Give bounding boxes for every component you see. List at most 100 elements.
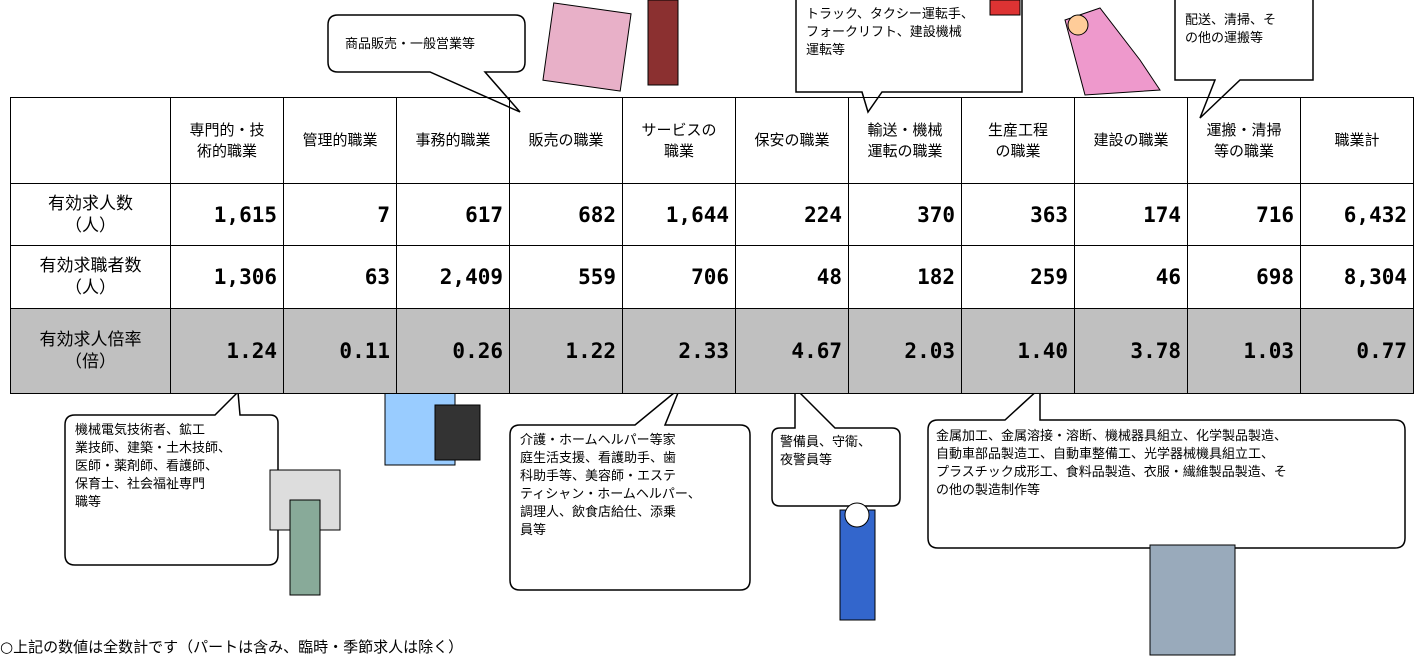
text-line: 事務的職業 xyxy=(403,130,503,151)
value-cell: 224 xyxy=(736,184,849,246)
value-cell: 370 xyxy=(849,184,962,246)
text-line: （倍） xyxy=(17,351,164,373)
text-line: （人） xyxy=(17,277,164,299)
value-cell: 1.40 xyxy=(962,309,1075,394)
callout: 介護・ホームヘルパー等家庭生活支援、看護助手、歯科助手等、美容師・エステティシャ… xyxy=(520,432,701,540)
value-cell: 0.26 xyxy=(397,309,510,394)
text-line: の職業 xyxy=(968,141,1068,162)
footnote: ○上記の数値は全数計です（パートは含み、臨時・季節求人は除く） xyxy=(0,636,463,657)
value-cell: 1.03 xyxy=(1188,309,1301,394)
header-cell: サービスの職業 xyxy=(623,98,736,184)
value-cell: 1.22 xyxy=(510,309,623,394)
value-cell: 617 xyxy=(397,184,510,246)
value-cell: 363 xyxy=(962,184,1075,246)
callout: トラック、タクシー運転手、フォークリフト、建設機械運転等 xyxy=(806,6,974,60)
value-cell: 8,304 xyxy=(1301,246,1414,309)
text-line: 有効求人倍率 xyxy=(17,329,164,351)
value-cell: 2.33 xyxy=(623,309,736,394)
text-line: の他の運搬等 xyxy=(1185,30,1276,48)
header-cell: 保安の職業 xyxy=(736,98,849,184)
page: 専門的・技術的職業管理的職業事務的職業販売の職業サービスの職業保安の職業輸送・機… xyxy=(0,0,1423,657)
text-line: 警備員、守衛、 xyxy=(780,434,871,452)
header-row: 専門的・技術的職業管理的職業事務的職業販売の職業サービスの職業保安の職業輸送・機… xyxy=(11,98,1414,184)
value-cell: 259 xyxy=(962,246,1075,309)
text-line: 配送、清掃、そ xyxy=(1185,12,1276,30)
text-line: 専門的・技 xyxy=(177,120,277,141)
value-cell: 2,409 xyxy=(397,246,510,309)
text-line: 調理人、飲食店給仕、添乗 xyxy=(520,504,701,522)
text-line: 等の職業 xyxy=(1194,141,1294,162)
value-cell: 4.67 xyxy=(736,309,849,394)
table: 専門的・技術的職業管理的職業事務的職業販売の職業サービスの職業保安の職業輸送・機… xyxy=(10,97,1414,394)
text-line: 建設の職業 xyxy=(1081,130,1181,151)
text-line: の他の製造制作等 xyxy=(936,482,1287,500)
text-line: 有効求人数 xyxy=(17,193,164,215)
text-line: 運転の職業 xyxy=(855,141,955,162)
text-line: 職等 xyxy=(75,494,231,512)
text-line: 保育士、社会福祉専門 xyxy=(75,476,231,494)
value-cell: 0.77 xyxy=(1301,309,1414,394)
text-line: 介護・ホームヘルパー等家 xyxy=(520,432,701,450)
value-cell: 0.11 xyxy=(284,309,397,394)
text-line: 保安の職業 xyxy=(742,130,842,151)
value-cell: 1,306 xyxy=(171,246,284,309)
text-line: 有効求職者数 xyxy=(17,255,164,277)
text-line: 金属加工、金属溶接・溶断、機械器具組立、化学製品製造、 xyxy=(936,428,1287,446)
value-cell: 706 xyxy=(623,246,736,309)
text-line: 職業計 xyxy=(1307,130,1407,151)
value-cell: 559 xyxy=(510,246,623,309)
header-cell: 運搬・清掃等の職業 xyxy=(1188,98,1301,184)
value-cell: 48 xyxy=(736,246,849,309)
header-cell: 輸送・機械運転の職業 xyxy=(849,98,962,184)
header-cell: 生産工程の職業 xyxy=(962,98,1075,184)
text-line: 販売の職業 xyxy=(516,130,616,151)
text-line: 機械電気技術者、鉱工 xyxy=(75,422,231,440)
text-line: 運搬・清掃 xyxy=(1194,120,1294,141)
header-cell: 専門的・技術的職業 xyxy=(171,98,284,184)
text-line: （人） xyxy=(17,215,164,237)
text-line: フォークリフト、建設機械 xyxy=(806,24,974,42)
text-line: ティシャン・ホームヘルパー、 xyxy=(520,486,701,504)
text-line: 夜警員等 xyxy=(780,452,871,470)
value-cell: 2.03 xyxy=(849,309,962,394)
header-cell xyxy=(11,98,171,184)
text-line: 商品販売・一般営業等 xyxy=(345,36,475,54)
text-line: 自動車部品製造工、自動車整備工、光学器械機具組立工、 xyxy=(936,446,1287,464)
text-line: 生産工程 xyxy=(968,120,1068,141)
text-line: 輸送・機械 xyxy=(855,120,955,141)
value-cell: 1.24 xyxy=(171,309,284,394)
row-label: 有効求職者数（人） xyxy=(11,246,171,309)
callout: 警備員、守衛、夜警員等 xyxy=(780,434,871,470)
value-cell: 6,432 xyxy=(1301,184,1414,246)
text-line: トラック、タクシー運転手、 xyxy=(806,6,974,24)
value-cell: 46 xyxy=(1075,246,1188,309)
callout: 商品販売・一般営業等 xyxy=(345,36,475,54)
value-cell: 63 xyxy=(284,246,397,309)
value-cell: 174 xyxy=(1075,184,1188,246)
text-line: 術的職業 xyxy=(177,141,277,162)
text-line: 医師・薬剤師、看護師、 xyxy=(75,458,231,476)
value-cell: 1,644 xyxy=(623,184,736,246)
text-line: 科助手等、美容師・エステ xyxy=(520,468,701,486)
text-line: 業技師、建築・土木技師、 xyxy=(75,440,231,458)
header-cell: 管理的職業 xyxy=(284,98,397,184)
text-line: 管理的職業 xyxy=(290,130,390,151)
text-line: 運転等 xyxy=(806,42,974,60)
header-cell: 建設の職業 xyxy=(1075,98,1188,184)
callout: 配送、清掃、その他の運搬等 xyxy=(1185,12,1276,48)
header-cell: 事務的職業 xyxy=(397,98,510,184)
text-line: サービスの xyxy=(629,120,729,141)
value-cell: 3.78 xyxy=(1075,309,1188,394)
row-label: 有効求人数（人） xyxy=(11,184,171,246)
row-label: 有効求人倍率（倍） xyxy=(11,309,171,394)
value-cell: 716 xyxy=(1188,184,1301,246)
header-cell: 販売の職業 xyxy=(510,98,623,184)
value-cell: 7 xyxy=(284,184,397,246)
header-cell: 職業計 xyxy=(1301,98,1414,184)
value-cell: 682 xyxy=(510,184,623,246)
text-line: 庭生活支援、看護助手、歯 xyxy=(520,450,701,468)
callout: 金属加工、金属溶接・溶断、機械器具組立、化学製品製造、自動車部品製造工、自動車整… xyxy=(936,428,1287,500)
